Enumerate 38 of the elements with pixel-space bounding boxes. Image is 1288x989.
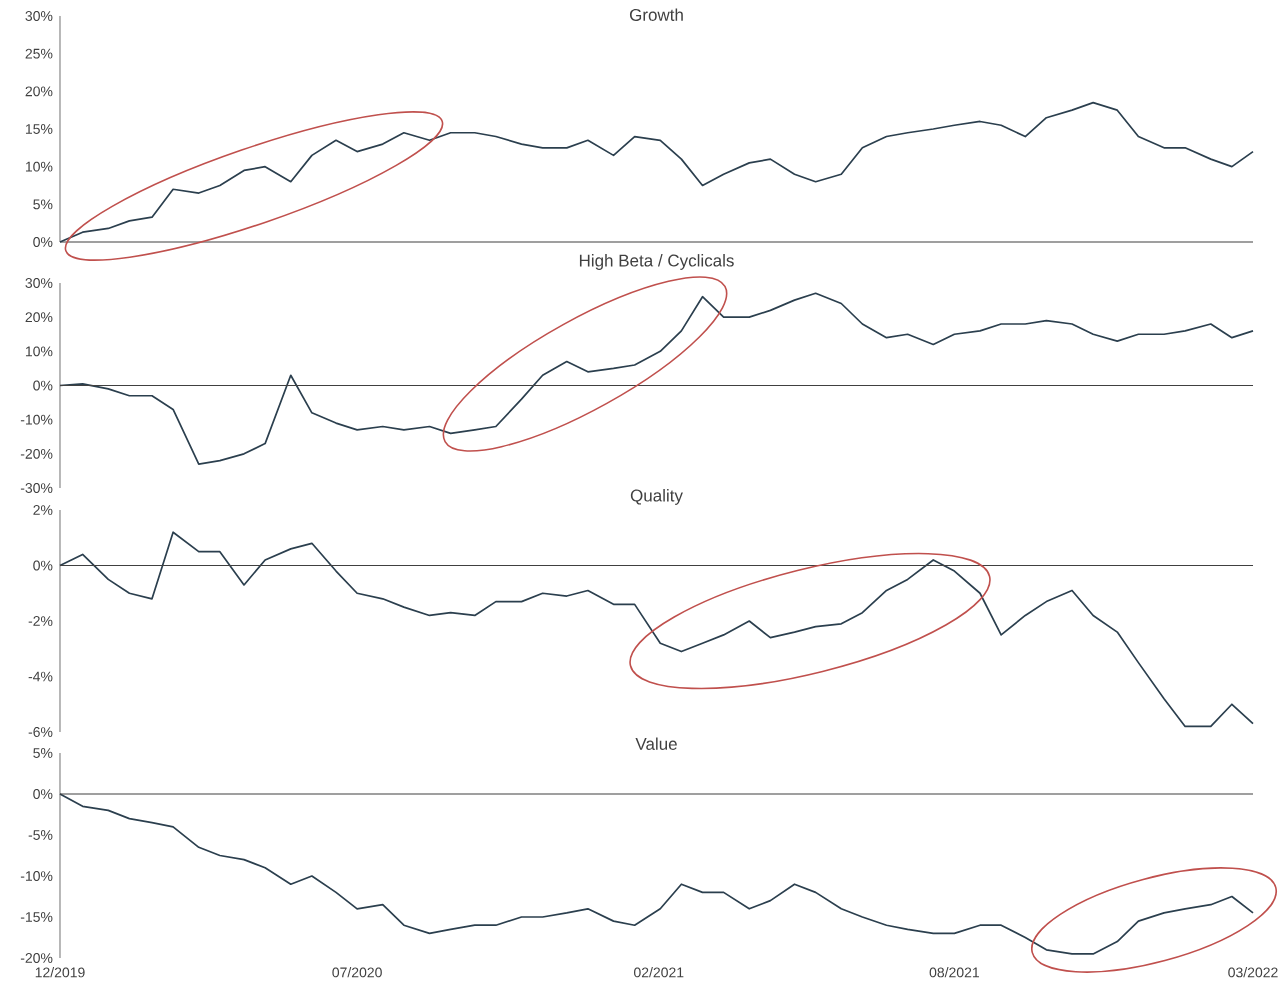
y-tick-label: 2% [33, 505, 53, 515]
y-tick-label: 0% [33, 560, 53, 571]
x-tick-label: 07/2020 [332, 967, 382, 978]
y-tick-label: 30% [25, 278, 53, 288]
y-tick-label: -6% [28, 727, 53, 737]
y-tick-label: 10% [25, 161, 53, 172]
y-tick-label: 0% [33, 789, 53, 799]
x-tick-label: 08/2021 [929, 967, 979, 978]
y-tick-label: -30% [20, 483, 53, 493]
y-tick-label: 15% [25, 124, 53, 134]
y-tick-label: 20% [25, 86, 53, 97]
line-series [59, 531, 1254, 728]
chart-title: Value [635, 737, 677, 750]
y-tick-label: 0% [33, 380, 53, 391]
y-tick-label: -4% [28, 671, 53, 682]
y-tick-label: -10% [20, 871, 53, 881]
y-tick-label: 5% [33, 748, 53, 758]
y-tick-label: 25% [25, 48, 53, 59]
y-tick-label: 30% [25, 11, 53, 21]
y-tick-label: 20% [25, 312, 53, 323]
line-series [59, 292, 1254, 465]
chart-title: Growth [629, 8, 683, 21]
y-tick-label: -20% [20, 953, 53, 963]
y-tick-label: -2% [28, 616, 53, 626]
line-series [59, 101, 1254, 243]
line-series [59, 793, 1254, 955]
y-tick-label: 0% [33, 237, 53, 247]
y-tick-label: -5% [28, 830, 53, 840]
y-tick-label: 10% [25, 346, 53, 357]
y-tick-label: 5% [33, 199, 53, 210]
y-tick-label: -15% [20, 912, 53, 922]
x-tick-label: 12/2019 [35, 967, 85, 978]
x-tick-label: 02/2021 [634, 967, 684, 978]
y-tick-label: -10% [20, 414, 53, 425]
x-tick-label: 03/2022 [1228, 967, 1278, 978]
y-tick-label: -20% [20, 448, 53, 459]
chart-title: Quality [630, 489, 683, 505]
chart-title: High Beta / Cyclicals [579, 254, 734, 270]
